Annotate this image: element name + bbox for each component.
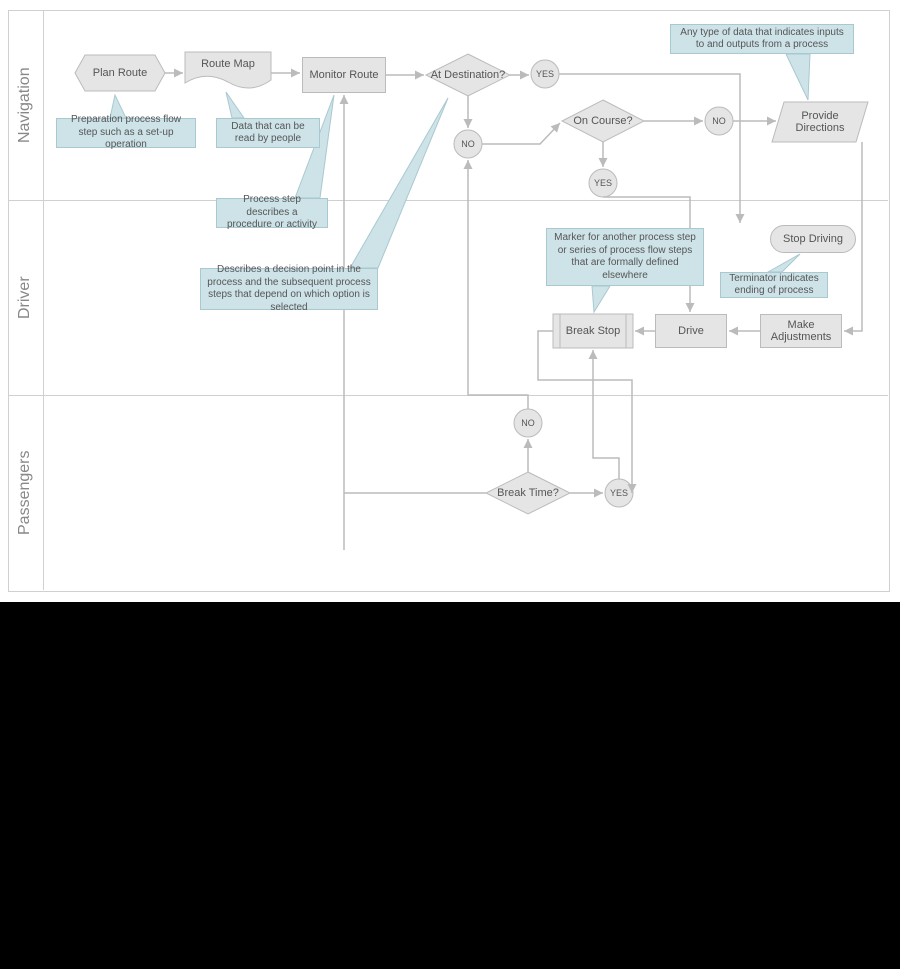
lane-row-divider-1 (8, 200, 888, 201)
label-drive: Drive (678, 325, 704, 337)
label-yes1: YES (530, 63, 560, 85)
label-break-time: Break Time? (484, 480, 572, 506)
label-stop-driving: Stop Driving (783, 233, 843, 245)
node-stop-driving: Stop Driving (770, 225, 856, 253)
callout-plan-route: Preparation process flow step such as a … (56, 118, 196, 148)
node-drive: Drive (655, 314, 727, 348)
label-route-map: Route Map (185, 50, 271, 78)
label-no1: NO (454, 133, 482, 155)
callout-predefined: Marker for another process step or serie… (546, 228, 704, 286)
lane-label-passengers: Passengers (14, 395, 36, 590)
label-yes2: YES (588, 172, 618, 194)
label-monitor-route: Monitor Route (309, 69, 378, 81)
label-at-destination: At Destination? (420, 62, 516, 88)
callout-data: Any type of data that indicates inputs t… (670, 24, 854, 54)
label-break-stop: Break Stop (553, 314, 633, 348)
lane-outer (8, 10, 890, 592)
label-make-adjustments: Make Adjustments (771, 319, 832, 343)
lane-label-driver: Driver (14, 200, 36, 395)
label-provide-directions: Provide Directions (776, 102, 864, 142)
callout-decision: Describes a decision point in the proces… (200, 268, 378, 310)
node-make-adjustments: Make Adjustments (760, 314, 842, 348)
lane-row-divider-2 (8, 395, 888, 396)
label-no2: NO (705, 110, 733, 132)
label-on-course: On Course? (560, 108, 646, 134)
callout-terminator: Terminator indicates ending of process (720, 272, 828, 298)
flowchart-diagram: Navigation Driver Passengers (0, 0, 900, 602)
callout-route-map: Data that can be read by people (216, 118, 320, 148)
node-monitor-route: Monitor Route (302, 57, 386, 93)
lane-label-navigation: Navigation (14, 10, 36, 200)
label-yes3: YES (604, 482, 634, 504)
lane-label-divider (43, 10, 44, 590)
label-no3: NO (514, 412, 542, 434)
label-plan-route: Plan Route (75, 55, 165, 91)
callout-monitor-route: Process step describes a procedure or ac… (216, 198, 328, 228)
